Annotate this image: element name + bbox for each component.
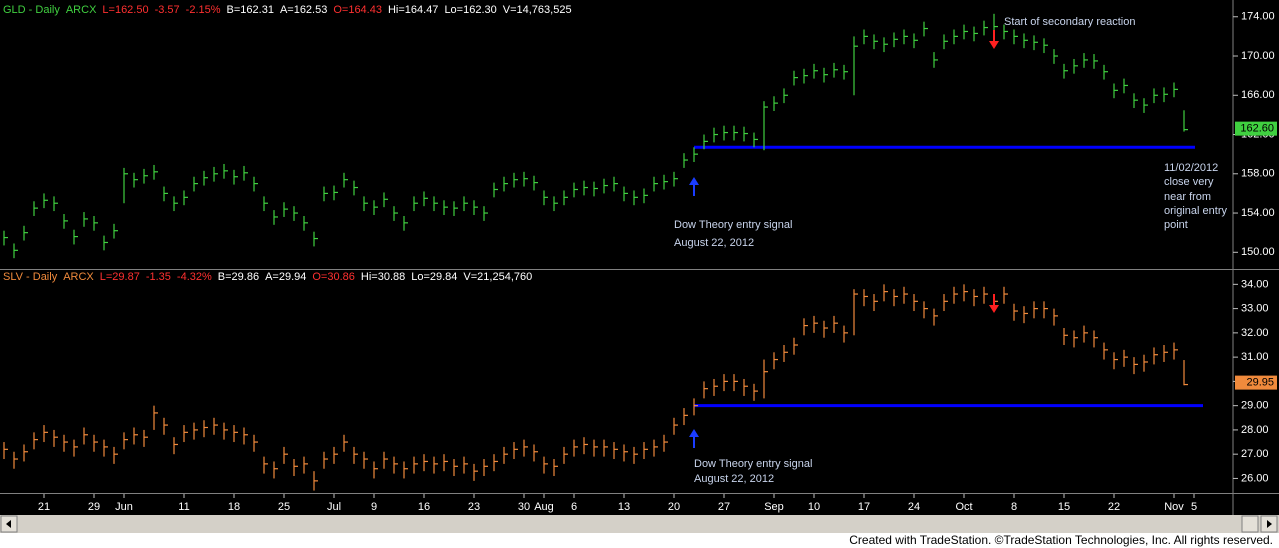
x-tick-label: Oct — [955, 501, 972, 513]
y-tick-label: 154.00 — [1241, 207, 1275, 219]
header-field: GLD - Daily — [3, 4, 60, 16]
plot-area: GLD - Daily ARCX L=162.50 -3.57 -2.15% B=162.… — [3, 4, 1277, 513]
header-field: SLV - Daily — [3, 271, 58, 283]
x-tick-label: 25 — [278, 501, 290, 513]
annotation: August 22, 2012 — [694, 473, 774, 485]
x-tick-label: Nov — [1164, 501, 1184, 513]
header-field: Hi=30.88 — [361, 271, 405, 283]
scroll-left-icon — [6, 520, 11, 528]
header-field: L=29.87 — [100, 271, 140, 283]
header-field: L=162.50 — [102, 4, 148, 16]
x-tick-label: 21 — [38, 501, 50, 513]
y-tick-label: 166.00 — [1241, 89, 1275, 101]
annotation: close very — [1164, 176, 1214, 188]
header-field: V=21,254,760 — [463, 271, 532, 283]
panel-header: SLV - Daily ARCX L=29.87 -1.35 -4.32% B=29.86… — [3, 271, 532, 283]
y-tick-label: 32.00 — [1241, 327, 1269, 339]
x-tick-label: 11 — [178, 501, 189, 513]
header-field: B=162.31 — [227, 4, 274, 16]
annotation: Dow Theory entry signal — [694, 458, 812, 470]
y-tick-label: 174.00 — [1241, 11, 1275, 23]
x-tick-label: 16 — [418, 501, 430, 513]
entry-arrow — [689, 177, 699, 448]
x-tick-label: Aug — [534, 501, 554, 513]
scroll-right-icon — [1267, 520, 1272, 528]
last-price-label: 29.95 — [1246, 377, 1274, 389]
x-tick-label: 27 — [718, 501, 730, 513]
header-field: -1.35 — [146, 271, 171, 283]
footer: Created with TradeStation. ©TradeStation… — [849, 533, 1273, 547]
header-field: -2.15% — [186, 4, 221, 16]
annotation: 11/02/2012 — [1164, 162, 1218, 174]
x-tick-label: Sep — [764, 501, 784, 513]
x-tick-label: 5 — [1191, 501, 1197, 513]
x-tick-label: Jun — [115, 501, 133, 513]
x-tick-label: 23 — [468, 501, 480, 513]
x-tick-label: Jul — [327, 501, 341, 513]
scrollbar[interactable] — [0, 515, 1279, 533]
annotation: Dow Theory entry signal — [674, 219, 792, 231]
header-field: O=30.86 — [312, 271, 355, 283]
y-tick-label: 26.00 — [1241, 472, 1269, 484]
y-tick-label: 158.00 — [1241, 168, 1275, 180]
x-tick-label: 29 — [88, 501, 100, 513]
y-tick-label: 31.00 — [1241, 351, 1269, 363]
x-tick-label: 24 — [908, 501, 920, 513]
last-price-box — [1235, 375, 1277, 390]
x-tick-label: 10 — [808, 501, 820, 513]
x-tick-label: 15 — [1058, 501, 1070, 513]
x-tick-label: 30 — [518, 501, 530, 513]
last-price-label: 162.60 — [1240, 123, 1274, 135]
annotation: Start of secondary reaction — [1004, 16, 1135, 28]
y-tick-label: 170.00 — [1241, 50, 1275, 62]
footer-bar — [0, 533, 1279, 548]
y-tick-label: 27.00 — [1241, 448, 1269, 460]
last-price-box — [1235, 121, 1277, 136]
x-tick-label: 18 — [228, 501, 240, 513]
annotation: August 22, 2012 — [674, 237, 754, 249]
y-tick-label: 28.00 — [1241, 424, 1269, 436]
annotation: original entry — [1164, 205, 1227, 217]
header-field: V=14,763,525 — [503, 4, 572, 16]
panel-header: GLD - Daily ARCX L=162.50 -3.57 -2.15% B=162.… — [3, 4, 572, 16]
scroll-thumb[interactable] — [1241, 515, 1259, 533]
y-tick-label: 33.00 — [1241, 303, 1269, 315]
y-tick-label: 29.00 — [1241, 400, 1269, 412]
annotation: near from — [1164, 191, 1211, 203]
header-field: -3.57 — [155, 4, 180, 16]
header-field: ARCX — [63, 271, 94, 283]
header-field: O=164.43 — [333, 4, 382, 16]
x-tick-label: 6 — [571, 501, 577, 513]
header-field: B=29.86 — [218, 271, 259, 283]
annotation: point — [1164, 219, 1188, 231]
reaction-arrow — [989, 30, 999, 313]
header-field: Lo=162.30 — [444, 4, 496, 16]
header-field: Hi=164.47 — [388, 4, 438, 16]
x-tick-label: 20 — [668, 501, 680, 513]
header-field: -4.32% — [177, 271, 212, 283]
header-field: A=162.53 — [280, 4, 327, 16]
y-tick-label: 150.00 — [1241, 246, 1275, 258]
x-tick-label: 22 — [1108, 501, 1120, 513]
x-tick-label: 13 — [618, 501, 630, 513]
x-tick-label: 17 — [858, 501, 870, 513]
y-tick-label: 34.00 — [1241, 278, 1269, 290]
header-field: A=29.94 — [265, 271, 306, 283]
x-tick-label: 9 — [371, 501, 377, 513]
x-tick-label: 8 — [1011, 501, 1017, 513]
header-field: Lo=29.84 — [411, 271, 457, 283]
header-field: ARCX — [66, 4, 97, 16]
